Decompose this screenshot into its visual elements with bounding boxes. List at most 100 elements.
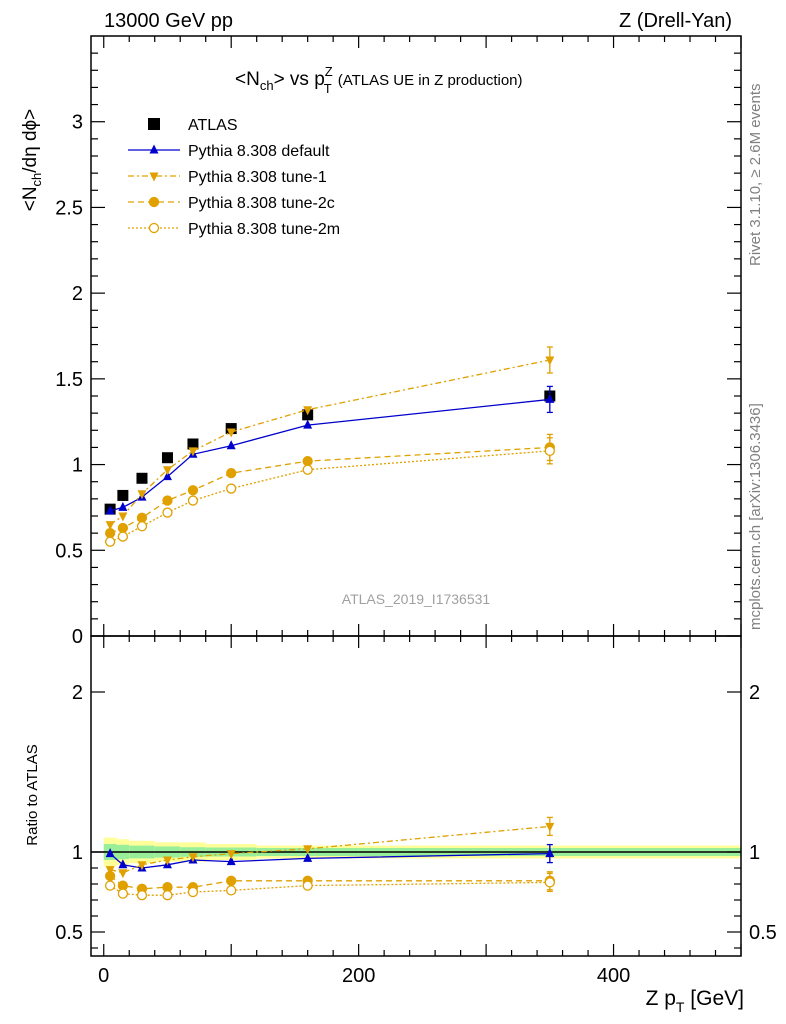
- data-point: [117, 531, 129, 542]
- data-point: [302, 455, 313, 467]
- data-point: [136, 521, 148, 532]
- lower-series: [104, 816, 555, 901]
- ratio-point: [226, 885, 237, 896]
- ratio-point: [188, 853, 198, 863]
- ratio-y-tick-label: 0.5: [55, 922, 83, 944]
- lower-y-label: Ratio to ATLAS: [24, 744, 41, 845]
- legend-label: Pythia 8.308 tune-2m: [188, 221, 340, 238]
- data-point: [105, 505, 115, 515]
- ratio-point: [545, 848, 555, 858]
- y-tick-label: 0.5: [55, 540, 83, 562]
- mcplots-label: mcplots.cern.ch [arXiv:1306.3436]: [747, 403, 764, 630]
- legend-label: Pythia 8.308 tune-2c: [188, 195, 335, 212]
- series-line: [109, 398, 550, 512]
- data-point: [117, 489, 129, 501]
- data-point: [136, 472, 148, 484]
- ratio-point: [226, 856, 236, 866]
- data-point: [187, 438, 199, 450]
- ratio-point: [118, 869, 128, 879]
- upper-series: [104, 346, 556, 547]
- y-tick-label: 3: [72, 112, 83, 134]
- ratio-uncertainty-band: [91, 837, 741, 867]
- data-point: [545, 393, 555, 403]
- upper-y-label: <Nch/dη dϕ>: [20, 109, 44, 212]
- ratio-point: [118, 859, 128, 869]
- data-point: [302, 464, 313, 475]
- ratio-point: [545, 822, 555, 832]
- legend-marker: [148, 196, 160, 208]
- tick-labels: 0 0.5 1 1.5 2 2.5 3 0.5 0.5 1 1 2 2 0 200 400: [55, 112, 777, 987]
- plot-title: <Nch> vs pZ T (ATLAS UE in Z production): [235, 64, 523, 96]
- data-point: [226, 483, 237, 494]
- legend-marker: [148, 222, 160, 234]
- data-point: [544, 445, 555, 457]
- lower-frame: [90, 635, 742, 957]
- data-point: [226, 428, 236, 438]
- ratio-point: [226, 875, 237, 886]
- ratio-point: [105, 866, 115, 876]
- x-tick-label: 0: [98, 965, 109, 987]
- y-tick-label: 1: [72, 455, 83, 477]
- ratio-point: [104, 870, 116, 882]
- x-tick-label: 400: [597, 965, 630, 987]
- ratio-y-tick-label-right: 1: [749, 842, 760, 864]
- header-right: Z (Drell-Yan): [619, 10, 732, 32]
- y-tick-label: 2: [72, 283, 83, 305]
- analysis-watermark: ATLAS_2019_I1736531: [342, 591, 491, 607]
- ratio-point: [104, 880, 116, 891]
- ratio-point: [302, 880, 313, 891]
- series-line: [109, 359, 550, 526]
- ratio-point: [136, 890, 148, 901]
- legend-label: Pythia 8.308 tune-1: [188, 169, 327, 186]
- ratio-point: [162, 856, 172, 866]
- ratio-y-tick-label-right: 0.5: [749, 922, 777, 944]
- data-point: [303, 406, 313, 416]
- header-left: 13000 GeV pp: [104, 10, 233, 32]
- legend-label: ATLAS: [188, 117, 238, 134]
- data-point: [187, 495, 199, 506]
- data-point: [136, 512, 148, 523]
- y-tick-label: 0: [72, 626, 83, 648]
- data-point: [137, 490, 147, 500]
- data-point: [118, 512, 128, 522]
- y-tick-label: 2.5: [55, 197, 83, 219]
- data-point: [117, 522, 129, 534]
- data-point: [104, 527, 116, 539]
- ratio-point: [544, 877, 555, 888]
- data-point: [104, 536, 116, 547]
- data-point: [105, 521, 115, 531]
- legend-marker: [148, 118, 160, 130]
- ratio-point: [137, 861, 147, 871]
- ratio-point: [162, 890, 173, 901]
- ratio-point: [105, 848, 115, 858]
- ratio-y-tick-label-right: 2: [749, 682, 760, 704]
- data-point: [162, 507, 173, 518]
- data-point: [226, 440, 236, 450]
- ratio-point: [303, 852, 313, 862]
- data-point: [161, 452, 173, 464]
- data-point: [188, 447, 198, 457]
- ratio-point: [303, 845, 313, 855]
- data-point: [162, 466, 172, 476]
- ratio-y-tick-label: 1: [72, 842, 83, 864]
- legend-label: Pythia 8.308 default: [188, 143, 330, 160]
- data-point: [226, 467, 237, 479]
- series-line: [109, 446, 550, 534]
- legend: ATLAS Pythia 8.308 default Pythia 8.308 tu…: [128, 117, 340, 238]
- legend-marker: [149, 172, 159, 182]
- ratio-y-tick-label: 2: [72, 682, 83, 704]
- ratio-point: [226, 850, 236, 860]
- y-tick-label: 1.5: [55, 369, 83, 391]
- data-point: [187, 485, 199, 496]
- data-point: [162, 495, 173, 506]
- data-point: [118, 501, 128, 511]
- ratio-line: [109, 852, 550, 869]
- ratio-point: [187, 886, 199, 898]
- ratio-line: [109, 881, 550, 896]
- axis-ticks: [91, 36, 742, 956]
- ratio-point: [117, 888, 129, 899]
- x-tick-label: 200: [342, 965, 375, 987]
- data-point: [162, 471, 172, 481]
- data-point: [545, 356, 555, 366]
